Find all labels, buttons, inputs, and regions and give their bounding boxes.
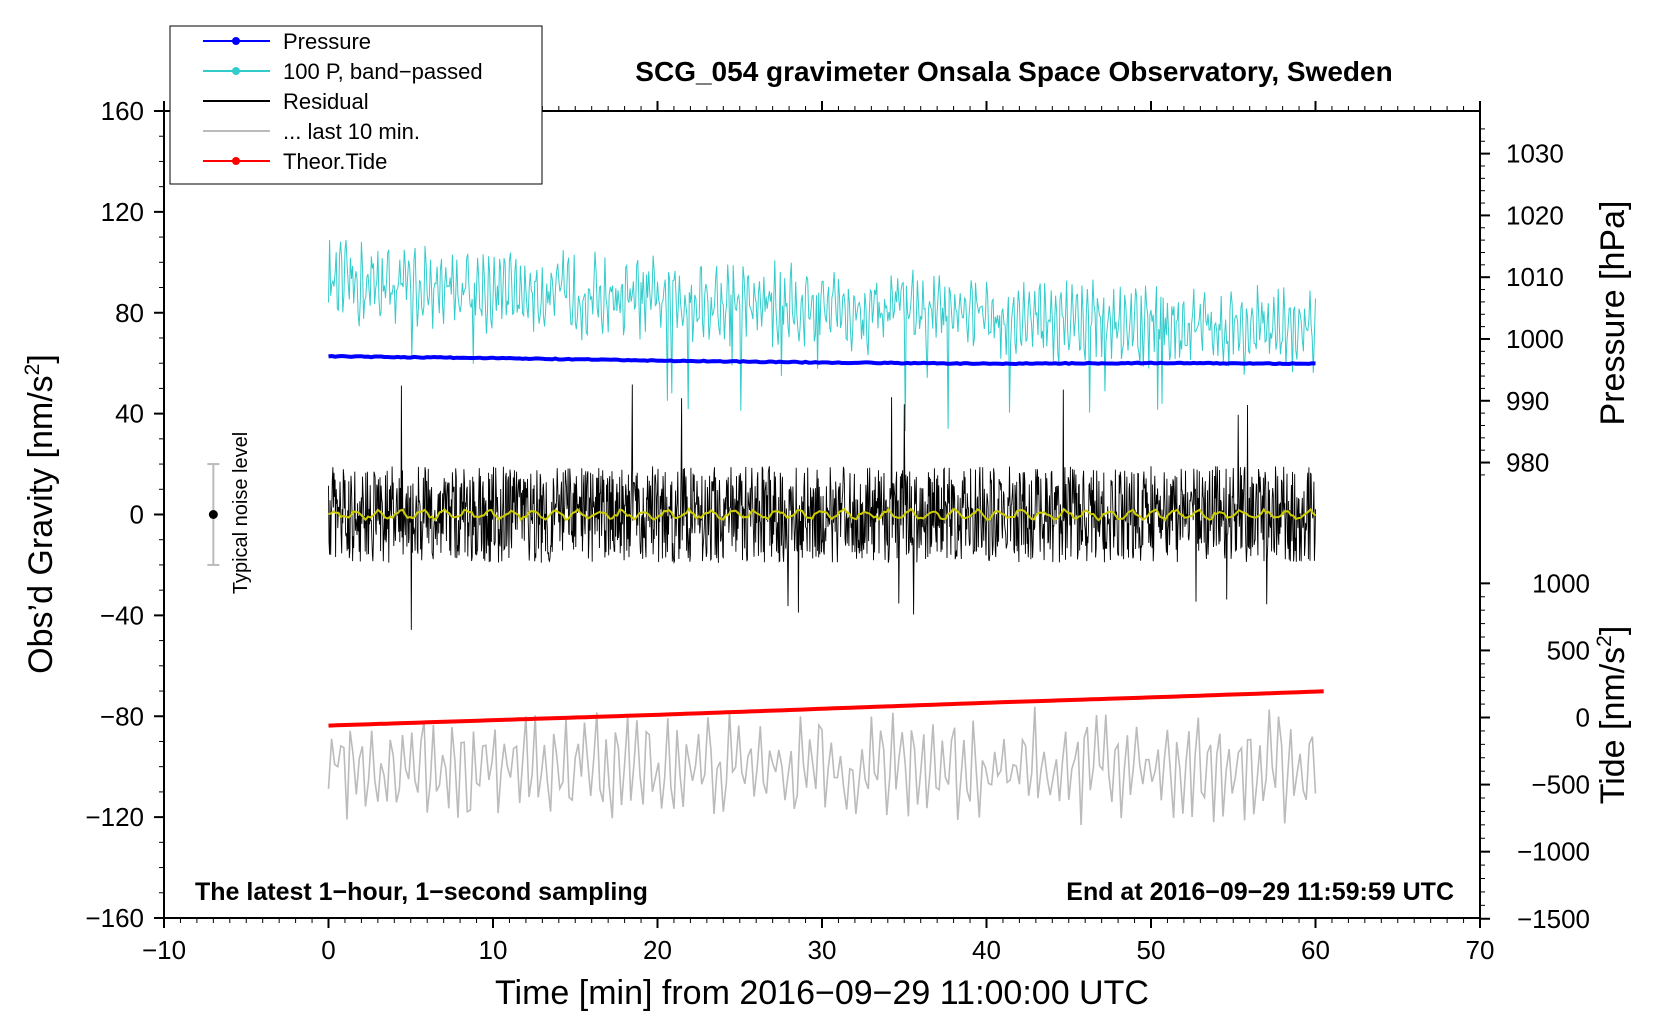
series-last-10-min-line [327, 706, 1317, 826]
tide-axis-label-base: Tide [nm/s [1594, 647, 1632, 804]
tide-tick-label: 1000 [1532, 568, 1590, 598]
y-tick-label: −120 [85, 802, 144, 832]
x-axis-label: Time [min] from 2016−09−29 11:00:00 UTC [495, 974, 1149, 1012]
tide-tick-label: 0 [1576, 703, 1590, 733]
tide-axis-label-end: ] [1594, 626, 1632, 635]
tide-tick-label: 500 [1547, 635, 1590, 665]
legend-marker [232, 67, 240, 75]
pressure-tick-label: 1020 [1506, 200, 1564, 230]
y-tick-label: 160 [101, 96, 144, 126]
tide-tick-label: −500 [1531, 770, 1590, 800]
annotation-bottom-left: The latest 1−hour, 1−second sampling [195, 878, 648, 906]
noise-level-point [208, 510, 218, 519]
legend-label: ... last 10 min. [283, 119, 420, 144]
pressure-tick-label: 980 [1506, 448, 1549, 478]
x-tick-label: 30 [808, 935, 837, 965]
series-pressure-line [328, 353, 1316, 367]
legend-box [169, 25, 543, 185]
x-tick-label: 60 [1301, 935, 1330, 965]
y-tick-label: 120 [101, 197, 144, 227]
x-tick-label: −10 [142, 935, 186, 965]
x-tick-label: 20 [643, 935, 672, 965]
tide-tick-label: −1000 [1517, 837, 1590, 867]
axis-ticks: −10 0 10 20 30 40 50 60 70−160−120−80−4004080120… [85, 96, 1590, 965]
noise-level-label: Typical noise level [230, 432, 252, 594]
x-tick-label: 50 [1137, 935, 1166, 965]
tide-axis-label: Tide [nm/s2] [1593, 626, 1632, 805]
pressure-tick-label: 1010 [1506, 262, 1564, 292]
x-tick-label: 70 [1466, 935, 1495, 965]
x-tick-label: 10 [479, 935, 508, 965]
legend-label: Pressure [283, 29, 371, 54]
x-tick-label: 40 [972, 935, 1001, 965]
y-tick-label: 40 [115, 399, 144, 429]
pressure-axis-label: Pressure [hPa] [1594, 201, 1632, 426]
y-tick-label: 0 [130, 500, 144, 530]
legend: Pressure 100 P, band−passed Residual ... la… [169, 25, 543, 185]
legend-label: Theor.Tide [283, 149, 387, 174]
legend-marker [232, 37, 240, 45]
x-tick-label: 0 [321, 935, 335, 965]
y-tick-label: −160 [85, 903, 144, 933]
legend-marker [232, 157, 240, 165]
y-tick-label: 80 [115, 298, 144, 328]
legend-label: 100 P, band−passed [283, 59, 483, 84]
series-smoothed-residual-line [328, 506, 1317, 522]
annotation-bottom-right: End at 2016−09−29 11:59:59 UTC [1066, 878, 1454, 906]
y-axis-label-end: ] [22, 354, 60, 363]
pressure-tick-label: 1000 [1506, 324, 1564, 354]
legend-label: Residual [283, 89, 369, 114]
series-theor-tide-line [328, 689, 1324, 728]
y-axis-label-base: Obs’d Gravity [nm/s [22, 375, 60, 674]
y-axis-label: Obs’d Gravity [nm/s2] [21, 354, 60, 674]
pressure-tick-label: 990 [1506, 386, 1549, 416]
y-tick-label: −80 [100, 701, 144, 731]
chart-title: SCG_054 gravimeter Onsala Space Observat… [635, 56, 1392, 87]
series-residual-line [328, 384, 1316, 630]
tide-axis-label-sup: 2 [1593, 635, 1616, 647]
tide-tick-label: −1500 [1517, 904, 1590, 934]
pressure-tick-label: 1030 [1506, 139, 1564, 169]
y-tick-label: −40 [100, 600, 144, 630]
series-100p-bandpassed-line [328, 239, 1316, 432]
plot-traces [207, 239, 1324, 826]
y-axis-label-sup: 2 [21, 364, 44, 376]
